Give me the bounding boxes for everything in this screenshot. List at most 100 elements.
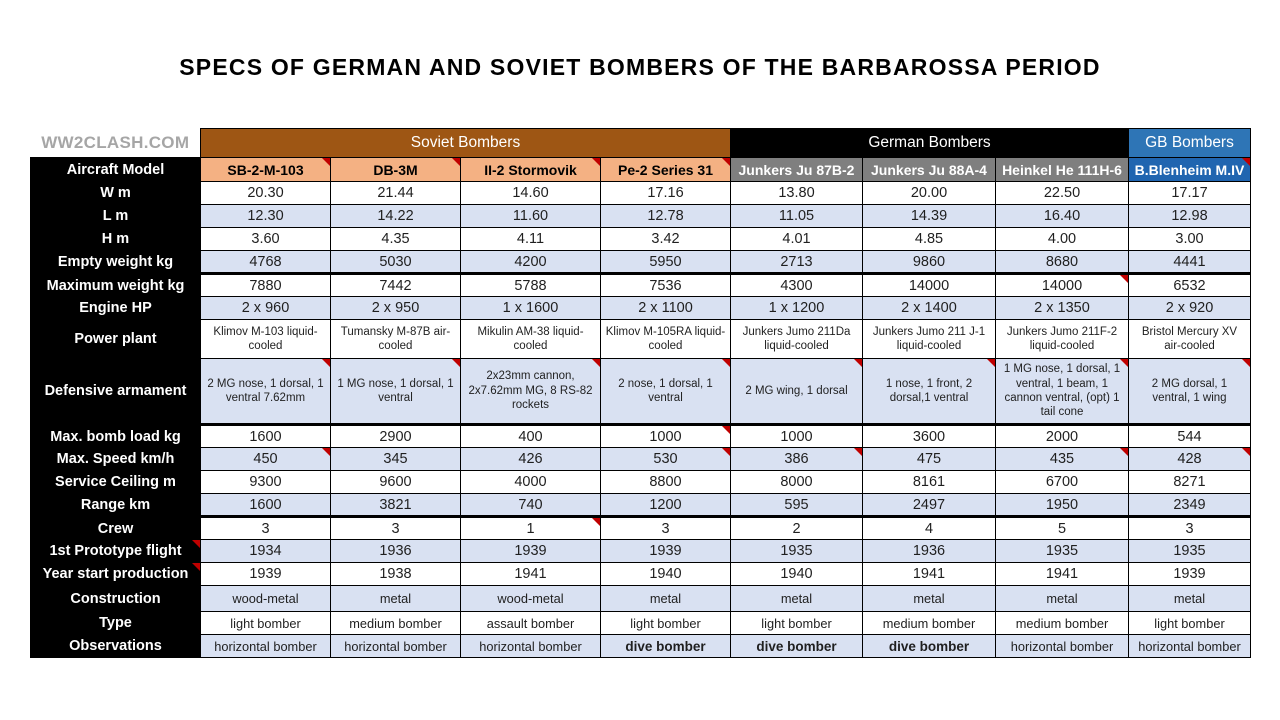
spec-cell: 6532 <box>1128 272 1251 297</box>
spec-cell: 4.01 <box>730 227 863 251</box>
spec-cell: 2 MG nose, 1 dorsal, 1 ventral 7.62mm <box>200 358 331 425</box>
spec-cell: 1940 <box>600 562 731 586</box>
spec-cell: 14000 <box>995 272 1129 297</box>
spec-cell: 1 MG nose, 1 dorsal, 1 ventral <box>330 358 461 425</box>
spec-cell: 386 <box>730 447 863 471</box>
spec-cell: metal <box>600 585 731 612</box>
spec-cell: Klimov M-105RA liquid-cooled <box>600 319 731 359</box>
aircraft-model-row: Aircraft Model SB-2-M-103 DB-3M II-2 Storm… <box>30 157 1251 182</box>
spec-cell: 1 x 1200 <box>730 296 863 320</box>
spec-cell: 9300 <box>200 470 331 494</box>
spec-cell: 6700 <box>995 470 1129 494</box>
spec-cell: 9600 <box>330 470 461 494</box>
spec-cell: 2 <box>730 515 863 540</box>
column-header-heinkel-he-111h-6: Heinkel He 111H-6 <box>995 157 1129 182</box>
column-header-sb-2-m-103: SB-2-M-103 <box>200 157 331 182</box>
spec-cell: 1600 <box>200 423 331 448</box>
spec-cell: 2 MG wing, 1 dorsal <box>730 358 863 425</box>
spec-cell: 2900 <box>330 423 461 448</box>
table-row-service-ceiling-m: Service Ceiling m 9300 9600 4000 8800 8000 816… <box>30 470 1251 494</box>
row-label-engine-hp: Engine HP <box>30 296 201 320</box>
spec-cell: 2 x 1100 <box>600 296 731 320</box>
table-row-engine-hp: Engine HP 2 x 960 2 x 950 1 x 1600 2 x 1100 1… <box>30 296 1251 320</box>
spec-cell: dive bomber <box>600 634 731 658</box>
spec-cell: 1935 <box>995 539 1129 563</box>
spec-cell: Klimov M-103 liquid-cooled <box>200 319 331 359</box>
spec-cell: 1941 <box>460 562 601 586</box>
spec-cell: Junkers Jumo 211F-2 liquid-cooled <box>995 319 1129 359</box>
spec-cell: 3 <box>200 515 331 540</box>
row-label-range-km: Range km <box>30 493 201 517</box>
spec-cell: Mikulin AM-38 liquid-cooled <box>460 319 601 359</box>
spec-cell: 4 <box>862 515 996 540</box>
spec-cell: 345 <box>330 447 461 471</box>
spec-cell: 8000 <box>730 470 863 494</box>
spec-cell: 1936 <box>330 539 461 563</box>
spec-cell: 475 <box>862 447 996 471</box>
spec-cell: 12.30 <box>200 204 331 228</box>
spec-cell: 1600 <box>200 493 331 517</box>
row-label-service-ceiling-m: Service Ceiling m <box>30 470 201 494</box>
spec-cell: 14.39 <box>862 204 996 228</box>
spec-cell: 9860 <box>862 250 996 274</box>
spec-cell: 8271 <box>1128 470 1251 494</box>
spec-cell: 2 MG dorsal, 1 ventral, 1 wing <box>1128 358 1251 425</box>
spec-cell: 1 x 1600 <box>460 296 601 320</box>
spec-cell: 4.35 <box>330 227 461 251</box>
table-row-max-bomb-load-kg: Max. bomb load kg 1600 2900 400 1000 1000 3600… <box>30 423 1251 448</box>
spec-cell: 12.78 <box>600 204 731 228</box>
spec-cell: 11.05 <box>730 204 863 228</box>
spec-cell: 4000 <box>460 470 601 494</box>
row-label-defensive-armament: Defensive armament <box>30 358 201 425</box>
spec-cell: 544 <box>1128 423 1251 448</box>
row-label-l-m: L m <box>30 204 201 228</box>
table-row-year-start-production: Year start production 1939 1938 1941 1940 194… <box>30 562 1251 586</box>
spec-cell: horizontal bomber <box>995 634 1129 658</box>
spec-cell: wood-metal <box>460 585 601 612</box>
spec-cell: 7880 <box>200 272 331 297</box>
spec-cell: 2497 <box>862 493 996 517</box>
spec-cell: 2349 <box>1128 493 1251 517</box>
spec-cell: 1939 <box>200 562 331 586</box>
spec-cell: 14.22 <box>330 204 461 228</box>
spec-cell: 2 x 1400 <box>862 296 996 320</box>
spec-cell: 17.16 <box>600 181 731 205</box>
spec-cell: horizontal bomber <box>330 634 461 658</box>
spec-cell: light bomber <box>1128 611 1251 635</box>
row-label-maximum-weight-kg: Maximum weight kg <box>30 272 201 297</box>
spec-cell: 1 MG nose, 1 dorsal, 1 ventral, 1 beam, … <box>995 358 1129 425</box>
spec-cell: metal <box>995 585 1129 612</box>
row-label-year-start-production: Year start production <box>30 562 201 586</box>
group-header-soviet-bombers: Soviet Bombers <box>200 128 731 158</box>
spec-cell: 1938 <box>330 562 461 586</box>
spec-cell: dive bomber <box>862 634 996 658</box>
spec-cell: 7536 <box>600 272 731 297</box>
spec-cell: 1935 <box>1128 539 1251 563</box>
table-row-maximum-weight-kg: Maximum weight kg 7880 7442 5788 7536 4300 140… <box>30 272 1251 297</box>
spec-cell: 8161 <box>862 470 996 494</box>
spec-cell: 2 x 950 <box>330 296 461 320</box>
group-header-german-bombers: German Bombers <box>730 128 1129 158</box>
spec-cell: 1935 <box>730 539 863 563</box>
table-row-1st-prototype-flight: 1st Prototype flight 1934 1936 1939 1939 1935… <box>30 539 1251 563</box>
row-label-h-m: H m <box>30 227 201 251</box>
table-row-h-m: H m 3.60 4.35 4.11 3.42 4.01 4.85 4.00 3.00 <box>30 227 1251 251</box>
spec-cell: metal <box>730 585 863 612</box>
spec-cell: 12.98 <box>1128 204 1251 228</box>
spec-cell: 5 <box>995 515 1129 540</box>
spec-cell: horizontal bomber <box>1128 634 1251 658</box>
spec-cell: metal <box>1128 585 1251 612</box>
spec-cell: 2x23mm cannon, 2x7.62mm MG, 8 RS-82 rock… <box>460 358 601 425</box>
row-label-max-speed-km-h: Max. Speed km/h <box>30 447 201 471</box>
spec-cell: light bomber <box>200 611 331 635</box>
spec-cell: 3821 <box>330 493 461 517</box>
table-row-range-km: Range km 1600 3821 740 1200 595 2497 1950 2349 <box>30 493 1251 517</box>
spec-cell: 2 x 960 <box>200 296 331 320</box>
row-label-power-plant: Power plant <box>30 319 201 359</box>
spec-cell: 1000 <box>600 423 731 448</box>
spec-cell: 2 nose, 1 dorsal, 1 ventral <box>600 358 731 425</box>
spec-cell: Bristol Mercury XV air-cooled <box>1128 319 1251 359</box>
spec-cell: Junkers Jumo 211 J-1 liquid-cooled <box>862 319 996 359</box>
spec-cell: 2713 <box>730 250 863 274</box>
spec-cell: 14000 <box>862 272 996 297</box>
